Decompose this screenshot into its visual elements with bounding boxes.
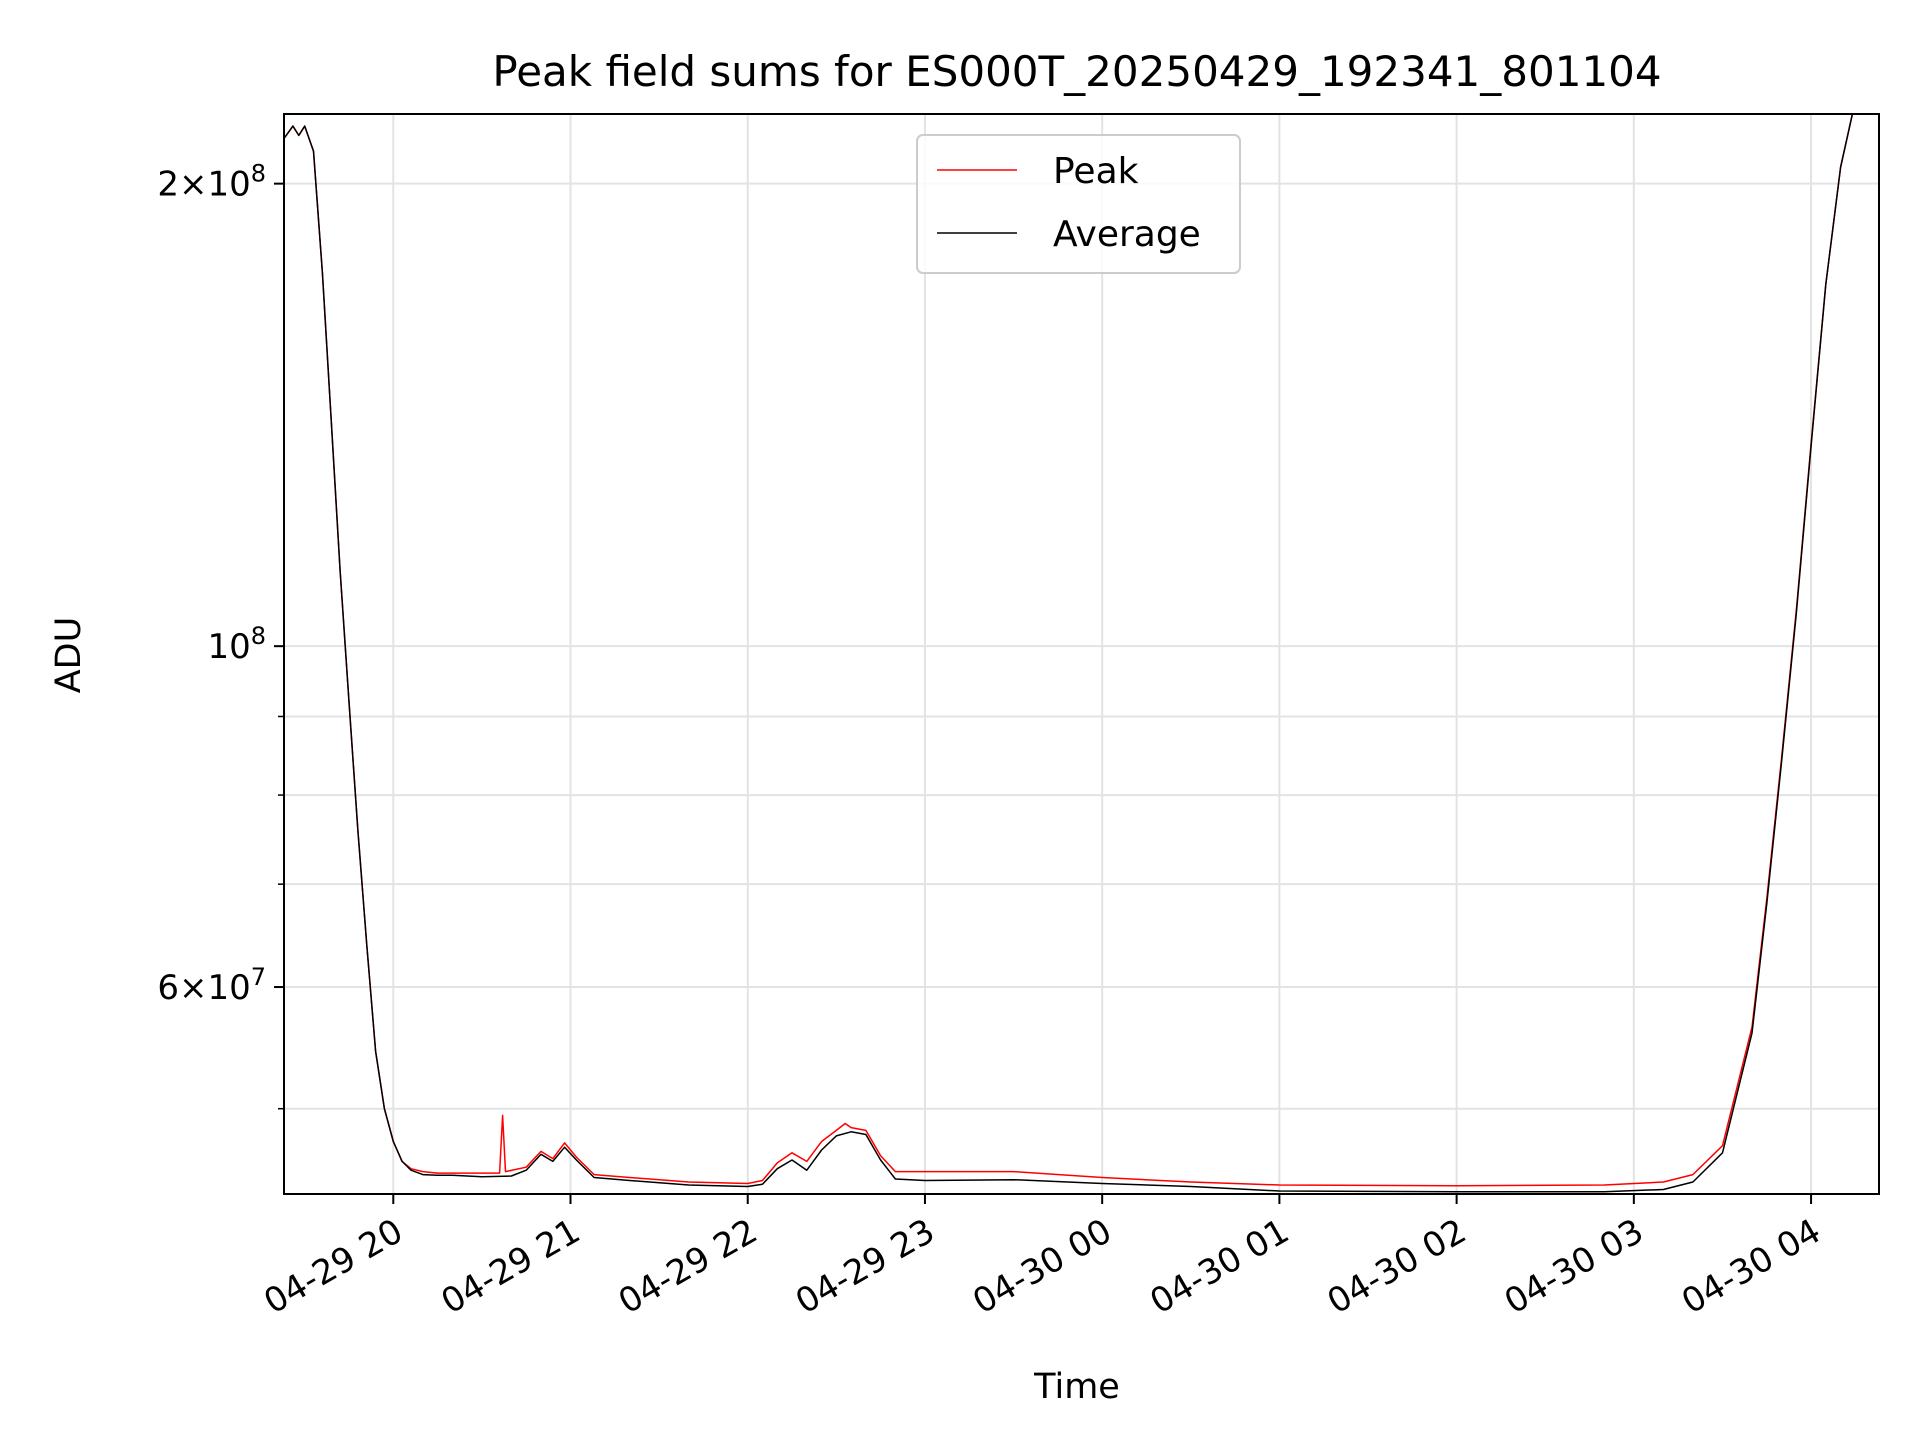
x-axis-title: Time <box>1033 1367 1120 1407</box>
y-axis: 2×108 108 6×107 <box>157 160 284 1110</box>
series-layer <box>284 114 1879 1193</box>
chart-title: Peak field sums for ES000T_20250429_1923… <box>492 47 1661 96</box>
legend-peak-label: Peak <box>1053 151 1139 192</box>
legend: Peak Average <box>916 134 1241 274</box>
y-tick-label: 108 <box>207 622 266 667</box>
y-axis-title: ADU <box>49 617 89 694</box>
y-tick-label: 2×108 <box>157 160 266 205</box>
plot-frame <box>283 113 1880 1195</box>
series-line-average <box>284 114 1879 1193</box>
y-tick-label: 6×107 <box>157 963 266 1008</box>
legend-average-label: Average <box>1053 214 1201 255</box>
